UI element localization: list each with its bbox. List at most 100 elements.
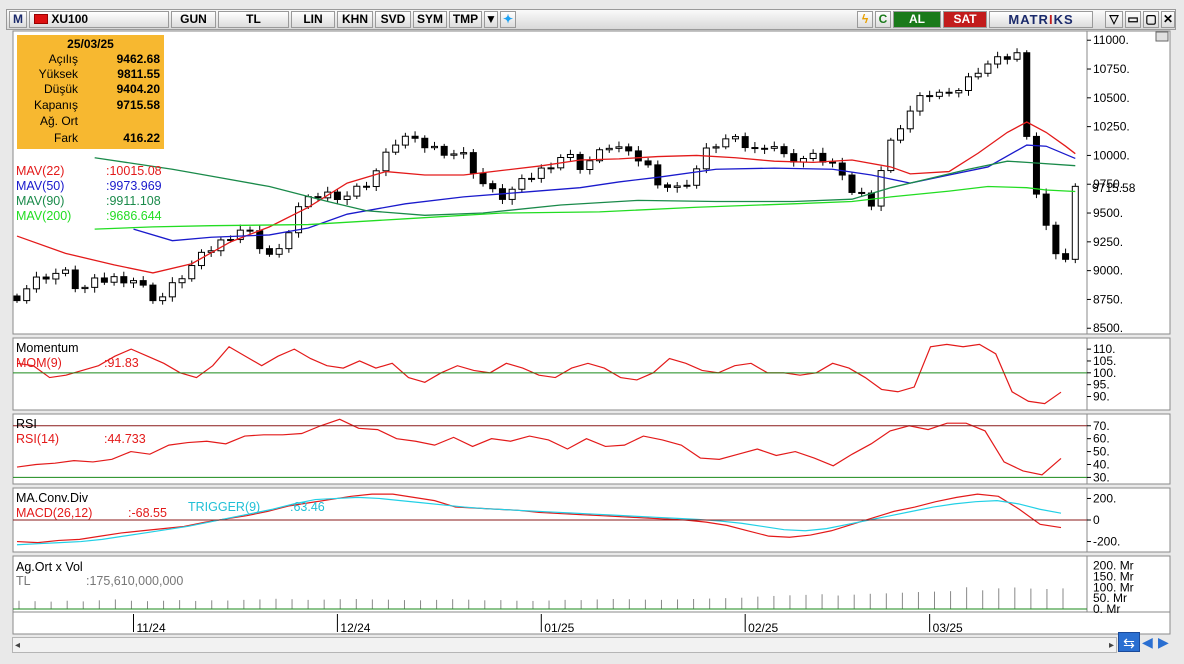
rsi-title: RSI (16, 417, 37, 431)
price-tick-label: 10750. (1093, 62, 1130, 76)
candle-up (994, 56, 1002, 65)
minimize-icon[interactable]: ▭ (1125, 11, 1141, 28)
candle-down (625, 146, 633, 152)
info-row-open: Açılış 9462.68 (48, 52, 160, 66)
logo-button[interactable]: M (9, 11, 27, 28)
info-row-close: Kapanış 9715.58 (33, 98, 160, 112)
horizontal-scrollbar[interactable]: ◂ ▸ (12, 637, 1117, 653)
candle-down (120, 276, 128, 284)
axis-rsi (1086, 413, 1171, 485)
candle-down (1052, 224, 1060, 255)
sync-icon[interactable]: ⇆ (1118, 632, 1140, 652)
candle-up (537, 167, 545, 179)
volume-tick-label: 50. Mr (1093, 591, 1127, 605)
nav-left-icon[interactable]: ◀ (1142, 634, 1153, 650)
candle-down (13, 295, 21, 302)
candle-up (236, 229, 244, 241)
button-khn[interactable]: KHN (337, 11, 373, 28)
price-tick-label: 11000. (1093, 33, 1129, 47)
symbol-selector[interactable]: XU100 (29, 11, 169, 28)
scroll-right-icon[interactable]: ▸ (1108, 640, 1114, 651)
currency-button[interactable]: TL (218, 11, 289, 28)
candle-up (897, 128, 905, 141)
price-tick-label: 8750. (1093, 292, 1123, 306)
macd-tick-label: -200. (1093, 535, 1120, 549)
ma-line-mav90 (94, 157, 1076, 216)
date-tick-label: 03/25 (933, 621, 963, 635)
momentum-title: Momentum (16, 341, 79, 355)
panel-rsi (12, 413, 1088, 485)
info-row-avg: Ağ. Ort (39, 114, 78, 128)
volume-title: Ag.Ort x Vol (16, 560, 83, 574)
sell-button[interactable]: SAT (943, 11, 987, 28)
momentum-tick-label: 100. (1093, 366, 1116, 380)
candle-up (1013, 52, 1021, 60)
last-price-label: 9715.58 (1092, 181, 1136, 195)
ma-line-mav22 (16, 121, 1076, 274)
momentum-tick-label: 90. (1093, 390, 1110, 404)
maximize-icon[interactable]: ▢ (1143, 11, 1159, 28)
candle-up (460, 152, 468, 155)
candle-down (256, 230, 264, 250)
info-row-high: Yüksek 9811.55 (38, 67, 160, 81)
price-tick-label: 10500. (1093, 91, 1130, 105)
scroll-left-icon[interactable]: ◂ (15, 640, 21, 651)
refresh-icon[interactable]: C (875, 11, 891, 28)
candle-down (411, 135, 419, 139)
candle-down (440, 145, 448, 156)
candle-down (42, 276, 50, 280)
candle-up (372, 170, 380, 188)
button-sym[interactable]: SYM (413, 11, 447, 28)
price-tick-label: 10000. (1093, 148, 1130, 162)
trigger-label: TRIGGER(9) (188, 500, 260, 514)
candle-up (508, 188, 516, 200)
date-axis (12, 611, 1171, 635)
date-tick-label: 12/24 (340, 621, 370, 635)
buy-button[interactable]: AL (893, 11, 941, 28)
twitter-icon[interactable]: ✦ (500, 11, 516, 28)
axis-mom (1086, 337, 1171, 411)
candle-down (829, 161, 837, 164)
candle-up (605, 147, 613, 151)
candle-down (149, 284, 157, 302)
candle-up (722, 138, 730, 148)
candle-down (71, 269, 79, 290)
candle-up (275, 248, 283, 255)
candle-down (421, 137, 429, 149)
candle-down (1032, 135, 1040, 195)
rsi-tick-label: 60. (1093, 432, 1110, 446)
period-button[interactable]: GUN (171, 11, 216, 28)
candle-up (615, 146, 623, 149)
candle-up (586, 160, 594, 170)
candle-down (790, 153, 798, 163)
navigation-controls: ⇆ ◀ ▶ (1118, 632, 1174, 654)
candle-up (295, 206, 303, 234)
candle-up (81, 286, 89, 290)
macd-tick-label: 200. (1093, 491, 1116, 505)
candle-up (110, 276, 118, 283)
trigger-value: :63.46 (290, 500, 325, 514)
button-svd[interactable]: SVD (375, 11, 411, 28)
candle-up (702, 147, 710, 170)
legend-mav22-value: :10015.08 (106, 164, 162, 178)
candle-up (596, 149, 604, 162)
dropdown-icon[interactable]: ▽ (1105, 11, 1123, 28)
candle-up (528, 177, 536, 180)
macd-value: :-68.55 (128, 506, 167, 520)
candle-up (731, 136, 739, 140)
macd-line (16, 493, 1062, 544)
candle-up (935, 91, 943, 97)
candle-up (906, 110, 914, 130)
candle-down (265, 248, 273, 255)
lightning-icon[interactable]: ϟ (857, 11, 873, 28)
candle-down (139, 280, 147, 286)
button-tmp[interactable]: TMP (449, 11, 482, 28)
nav-right-icon[interactable]: ▶ (1158, 634, 1169, 650)
macd-title: MA.Conv.Div (16, 491, 89, 505)
candle-down (489, 183, 497, 190)
candle-down (634, 150, 642, 162)
dropdown-arrow-icon[interactable]: ▼ (484, 11, 498, 28)
candle-up (1071, 185, 1079, 260)
button-lin[interactable]: LIN (291, 11, 335, 28)
close-icon[interactable]: ✕ (1161, 11, 1175, 28)
